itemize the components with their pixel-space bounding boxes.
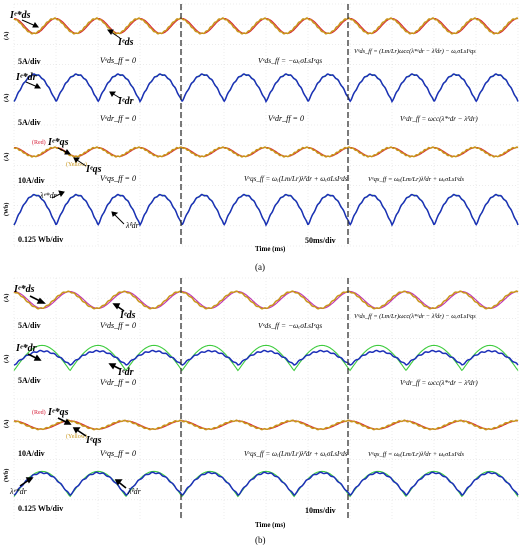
unit-label: (A) [3, 94, 10, 102]
eq-vdr-ff: Vᵉdr_ff = ωcc(λ*ᵉdr − λ̂ᵉdr) [400, 379, 478, 387]
eq-vds-ff: Vᵉds_ff = (Lm/Lr)ωcc(λ*ᵉdr − λ̂ᵉdr) − ωₑ… [354, 48, 476, 55]
waveform-layer [13, 17, 519, 498]
trace-label-idr: Iᵉdr [117, 367, 134, 378]
eq-vqs-ff: Vᵉqs_ff = ωₑ(Lm/Lr)λ̂ᵉdr + ωₑσLsIᵉds [368, 176, 465, 183]
series-line [13, 419, 519, 431]
series-line [13, 290, 519, 310]
trace-label-idr-ref: Iᵉ*dr [15, 72, 37, 83]
series-line [13, 73, 519, 104]
eq-vqs-ff: Vᵉqs_ff = ωₑ(Lm/Lr)λ̂ᵉdr + ωₑσLsIᵉds [244, 450, 348, 458]
time-scale-label: 10ms/div [305, 506, 336, 515]
annotation-arrows [19, 295, 127, 489]
scale-label: 10A/div [18, 176, 45, 185]
trace-label-lambda-ref: λᵉ*dr [39, 191, 58, 200]
eq-vds-ff: Vᵉds_ff = −ωₑσLsIᵉqs [258, 321, 322, 330]
unit-label: (A) [3, 32, 10, 40]
scale-label: 0.125 Wb/div [18, 235, 63, 244]
panel-label: (a) [255, 262, 265, 272]
trace-color-note-yellow: (Yellow) [66, 161, 87, 168]
series-line [13, 146, 519, 158]
eq-vqs-ff: Vᵉqs_ff = ωₑ(Lm/Lr)λ̂ᵉdr + ωₑσLsIᵉds [244, 175, 348, 183]
eq-vds-ff: Vᵉds_ff = (Lm/Lr)ωcc(λ*ᵉdr − λ̂ᵉdr) − ωₑ… [354, 313, 476, 320]
annotation-arrows [21, 19, 125, 225]
scale-label: 5A/div [18, 118, 41, 127]
trace-label-iqs: Iᵉqs [85, 435, 102, 446]
series-line [13, 349, 519, 366]
divider-layer [180, 4, 349, 520]
eq-vds-ff: Vᵉds_ff = −ωₑσLsIᵉqs [258, 56, 322, 65]
panel-b-text: (A) (A) (A) (Wb) 5A/div 5A/div 10A/div 0… [3, 284, 478, 545]
eq-vds-ff: Vᵉds_ff = 0 [100, 56, 136, 65]
trace-label-ids: Iᵉds [117, 37, 134, 48]
trace-label-idr-ref: Iᵉ*dr [15, 343, 37, 354]
eq-vdr-ff: Vᵉdr_ff = 0 [268, 114, 304, 123]
unit-label: (A) [3, 153, 10, 161]
scale-label: 5A/div [18, 57, 41, 66]
time-scale-label: 50ms/div [305, 236, 336, 245]
unit-label: (A) [3, 294, 10, 302]
trace-label-iqs-ref: Iᵉ*qs [47, 137, 69, 148]
unit-label: (A) [3, 355, 10, 363]
trace-label-ids-ref: Iᵉ*ds [13, 284, 35, 295]
scale-label: 5A/div [18, 376, 41, 385]
trace-color-note-yellow: (Yellow) [66, 433, 87, 440]
unit-label: (Wb) [3, 469, 10, 482]
trace-label-ids: Iᵉds [119, 310, 136, 321]
unit-label: (Wb) [3, 203, 10, 216]
eq-vqs-ff: Vᵉqs_ff = 0 [100, 174, 136, 183]
series-line [13, 193, 519, 227]
eq-vdr-ff: Vᵉdr_ff = ωcc(λ*ᵉdr − λ̂ᵉdr) [400, 115, 478, 123]
unit-label: (A) [3, 420, 10, 428]
trace-label-lambda-ref: λᵉ*dr [9, 487, 28, 496]
trace-color-note-red: (Red) [32, 139, 46, 146]
grid-layer [13, 3, 519, 520]
scale-label: 5A/div [18, 321, 41, 330]
trace-label-idr: Iᵉdr [117, 96, 134, 107]
panel-label: (b) [255, 535, 266, 545]
trace-color-note-red: (Red) [32, 409, 46, 416]
trace-label-iqs: Iᵉqs [85, 164, 102, 175]
scale-label: 0.125 Wb/div [18, 504, 63, 513]
eq-vdr-ff: Vᵉdr_ff = 0 [100, 378, 136, 387]
series-line [13, 471, 519, 497]
trace-label-ids-ref: Iᵉ*ds [9, 10, 31, 21]
eq-vdr-ff: Vᵉdr_ff = 0 [100, 114, 136, 123]
series-line [13, 17, 519, 35]
time-axis-label: Time (ms) [255, 245, 286, 253]
eq-vds-ff: Vᵉds_ff = 0 [100, 321, 136, 330]
series-line [13, 344, 519, 372]
eq-vqs-ff: Vᵉqs_ff = 0 [100, 449, 136, 458]
panel-a-text: (A) (A) (A) (Wb) 5A/div 5A/div 10A/div 0… [3, 10, 478, 272]
trace-label-lambda-est: λ̂ᵉdr [125, 221, 140, 230]
eq-vqs-ff: Vᵉqs_ff = ωₑ(Lm/Lr)λ̂ᵉdr + ωₑσLsIᵉds [368, 451, 465, 458]
trace-label-lambda-est: λ̂ᵉdr [127, 487, 142, 496]
time-axis-label: Time (ms) [255, 521, 286, 529]
series-line [13, 470, 519, 498]
scale-label: 10A/div [18, 449, 45, 458]
trace-label-iqs-ref: Iᵉ*qs [47, 407, 69, 418]
